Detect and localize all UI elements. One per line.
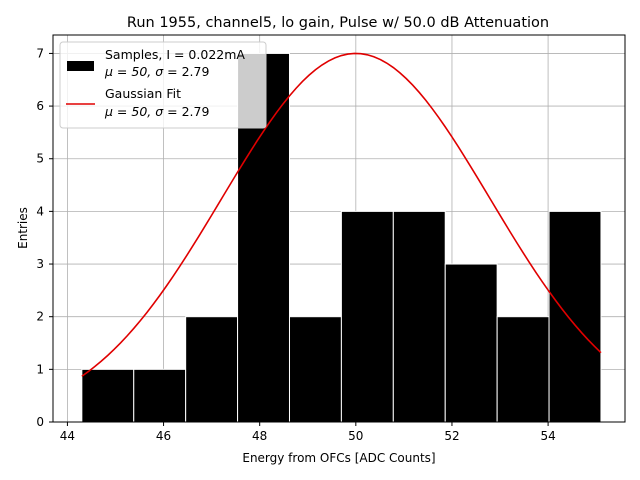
- histogram-bar: [340, 210, 394, 423]
- histogram-bar: [392, 210, 446, 423]
- x-axis-label: Energy from OFCs [ADC Counts]: [242, 451, 435, 465]
- legend-fit-label: Gaussian Fit: [105, 86, 181, 101]
- legend-box: [59, 41, 267, 129]
- y-axis-ticks: 0 1 2 3 4 5 6 7: [36, 46, 53, 429]
- legend-samples-swatch: [67, 61, 94, 71]
- legend-fit-params: μ = 50, σ = 2.79: [104, 104, 209, 119]
- x-tick-label: 52: [444, 429, 459, 443]
- chart-title: Run 1955, channel5, lo gain, Pulse w/ 50…: [127, 15, 549, 31]
- legend-samples-params: μ = 50, σ = 2.79: [104, 64, 209, 79]
- gaussian-fit-curve: [81, 52, 602, 377]
- histogram-bar: [548, 210, 602, 423]
- legend-fit-mu: μ = 50,: [104, 104, 155, 119]
- legend-fit-sigma: σ: [155, 104, 164, 119]
- histogram-bar: [81, 368, 135, 423]
- x-tick-label: 48: [252, 429, 267, 443]
- legend-samples-mu: μ = 50,: [104, 64, 155, 79]
- histogram-bar: [496, 316, 550, 423]
- y-tick-label: 7: [36, 46, 44, 60]
- fit-curve-group: [81, 52, 602, 377]
- y-tick-label: 1: [36, 362, 44, 376]
- histogram-bar: [185, 316, 239, 423]
- y-axis-label: Entries: [16, 207, 30, 249]
- y-tick-label: 4: [36, 204, 44, 218]
- x-tick-label: 50: [348, 429, 363, 443]
- histogram-bar: [444, 263, 498, 423]
- y-tick-label: 0: [36, 415, 44, 429]
- x-tick-label: 46: [156, 429, 171, 443]
- histogram-bar: [288, 316, 342, 423]
- y-tick-label: 5: [36, 152, 44, 166]
- y-tick-label: 3: [36, 257, 44, 271]
- legend-samples-sigma: σ: [155, 64, 164, 79]
- legend-fit-sigma-value: = 2.79: [163, 104, 209, 119]
- x-tick-label: 44: [60, 429, 75, 443]
- y-tick-label: 6: [36, 99, 44, 113]
- y-tick-label: 2: [36, 310, 44, 324]
- x-axis-ticks: 44 46 48 50 52 54: [60, 422, 556, 443]
- legend-samples-label: Samples, I = 0.022mA: [105, 47, 245, 62]
- plot-area-frame: [52, 34, 626, 423]
- legend-samples-sigma-value: = 2.79: [163, 64, 209, 79]
- legend: Samples, I = 0.022mA μ = 50, σ = 2.79 Ga…: [59, 41, 267, 129]
- histogram-bar: [133, 368, 187, 423]
- x-tick-label: 54: [540, 429, 555, 443]
